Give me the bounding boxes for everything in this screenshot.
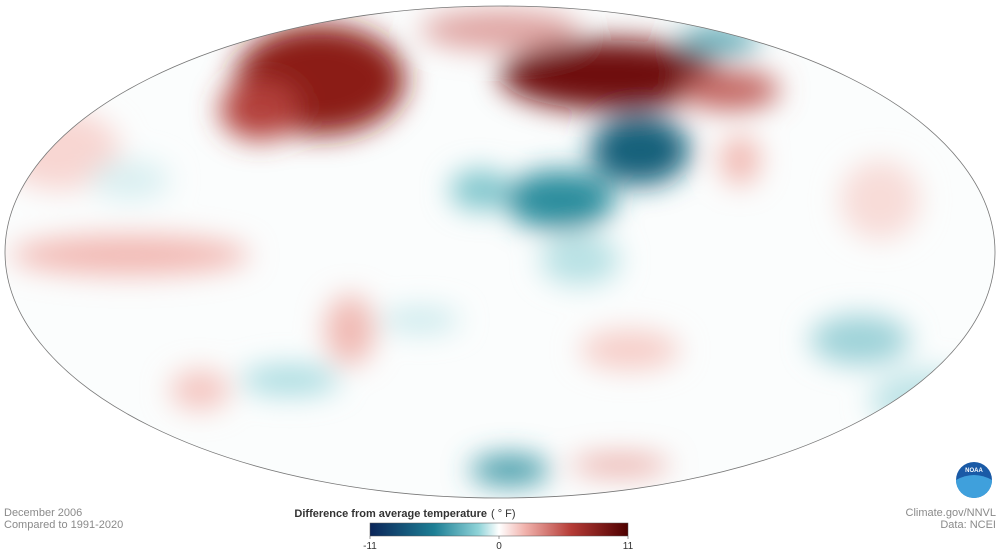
caption: December 2006 Compared to 1991-2020 [4,507,123,531]
caption-baseline: Compared to 1991-2020 [4,519,124,531]
caption-date: December 2006 [4,507,83,519]
credits: Climate.gov/NNVL Data: NCEI [906,507,996,531]
noaa-logo: NOAA [956,462,992,498]
temperature-map [5,6,995,498]
credit-data: Data: NCEI [940,519,996,531]
tick-label: -11 [363,541,377,552]
legend-unit: ( ° F) [491,508,516,520]
tick-label: 11 [623,541,634,552]
color-bar [369,522,629,537]
legend-title: Difference from average temperature [294,508,487,520]
globe-outline [4,5,996,499]
svg-text:NOAA: NOAA [965,468,983,474]
tick-label: 0 [496,541,502,552]
credit-source: Climate.gov/NNVL [905,507,996,519]
